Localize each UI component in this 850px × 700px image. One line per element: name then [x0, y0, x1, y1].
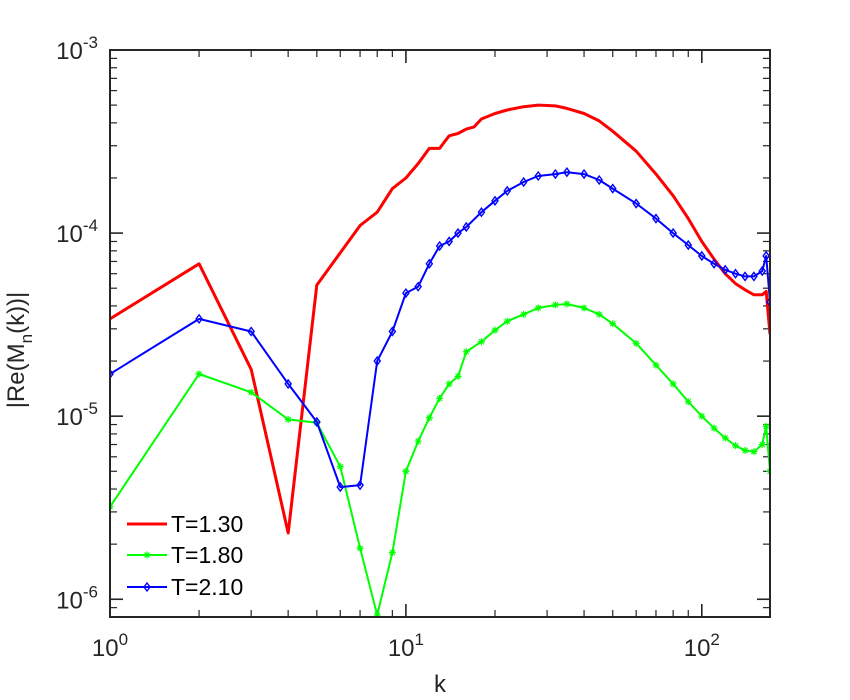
data-point — [388, 326, 397, 337]
data-point — [445, 236, 454, 247]
data-point — [741, 271, 749, 282]
data-point — [435, 240, 444, 252]
series-1 — [110, 300, 770, 617]
data-point — [336, 481, 345, 493]
data-point — [732, 442, 740, 450]
data-point — [425, 258, 434, 269]
data-point — [110, 368, 114, 380]
data-point — [247, 388, 255, 396]
data-point — [652, 361, 660, 369]
series-2 — [110, 167, 770, 493]
data-point — [477, 207, 486, 218]
data-point — [454, 227, 462, 239]
data-point — [373, 611, 381, 617]
data-point — [491, 326, 499, 334]
y-tick-label: 10-6 — [56, 582, 98, 614]
data-point — [710, 258, 718, 269]
data-point — [595, 174, 604, 186]
data-point — [698, 412, 706, 420]
data-point — [563, 167, 571, 178]
data-point — [195, 313, 203, 325]
data-point — [766, 296, 770, 308]
y-tick-label: 10-5 — [56, 399, 98, 431]
legend-label: T=1.80 — [171, 542, 243, 568]
data-point — [388, 549, 396, 557]
data-point — [669, 380, 677, 388]
data-point — [356, 544, 364, 552]
data-point — [551, 301, 559, 309]
data-point — [462, 348, 470, 356]
data-point — [697, 250, 706, 262]
data-point — [609, 320, 617, 328]
data-point — [750, 448, 758, 456]
data-point — [425, 414, 433, 422]
data-point — [731, 268, 740, 279]
data-point — [520, 310, 528, 318]
legend: T=1.30 T=1.80 T=2.10 — [127, 511, 243, 600]
data-point — [684, 398, 692, 406]
data-point — [721, 264, 730, 275]
y-tick-labels: 10-6 10-5 10-4 10-3 — [56, 33, 98, 614]
y-tick-label: 10-4 — [56, 216, 98, 248]
data-point — [247, 326, 256, 337]
data-point — [750, 271, 758, 282]
x-tick-labels: 100 101 102 — [92, 630, 720, 662]
data-point — [758, 265, 767, 277]
data-point — [414, 437, 422, 445]
data-point — [608, 183, 617, 194]
data-point — [580, 168, 588, 180]
x-axis-label: k — [434, 671, 447, 698]
x-tick-label: 102 — [684, 630, 720, 662]
data-point — [445, 380, 453, 388]
data-point — [632, 198, 641, 209]
data-point — [402, 467, 410, 475]
data-point — [373, 355, 382, 367]
data-point — [758, 441, 766, 449]
data-point — [284, 378, 293, 390]
data-point — [534, 304, 542, 312]
legend-label: T=1.30 — [171, 511, 243, 537]
data-point — [491, 195, 499, 207]
axes-box — [109, 49, 771, 618]
data-point — [721, 434, 729, 442]
data-point — [503, 185, 512, 197]
data-point — [534, 170, 543, 182]
data-point — [454, 372, 462, 380]
data-point — [595, 310, 603, 318]
data-point — [684, 239, 693, 251]
x-tick-label: 100 — [92, 630, 128, 662]
data-point — [503, 317, 511, 325]
data-point — [414, 281, 423, 292]
y-axis-label: |Re(Mn(k))| — [3, 292, 36, 409]
data-point — [741, 446, 749, 454]
data-point — [402, 287, 410, 299]
data-point — [477, 338, 485, 346]
y-tick-label: 10-3 — [56, 33, 98, 65]
data-point — [762, 422, 770, 430]
data-point — [551, 168, 560, 180]
data-point — [436, 394, 444, 402]
data-point — [336, 463, 344, 471]
legend-label: T=2.10 — [171, 574, 243, 600]
data-point — [632, 339, 640, 347]
data-point — [762, 250, 770, 262]
legend-marker — [143, 551, 151, 559]
data-point — [356, 479, 364, 491]
x-tick-label: 101 — [388, 630, 424, 662]
data-point — [669, 227, 678, 239]
data-point — [563, 300, 571, 308]
data-point — [710, 424, 718, 432]
data-point — [652, 213, 660, 224]
data-point — [462, 221, 471, 233]
data-point — [580, 304, 588, 312]
data-point — [195, 370, 203, 378]
data-point — [284, 415, 292, 423]
legend-marker — [143, 581, 151, 593]
plot-area — [109, 49, 771, 618]
series-line — [110, 171, 770, 489]
data-point — [519, 176, 528, 188]
data-point — [312, 416, 321, 428]
